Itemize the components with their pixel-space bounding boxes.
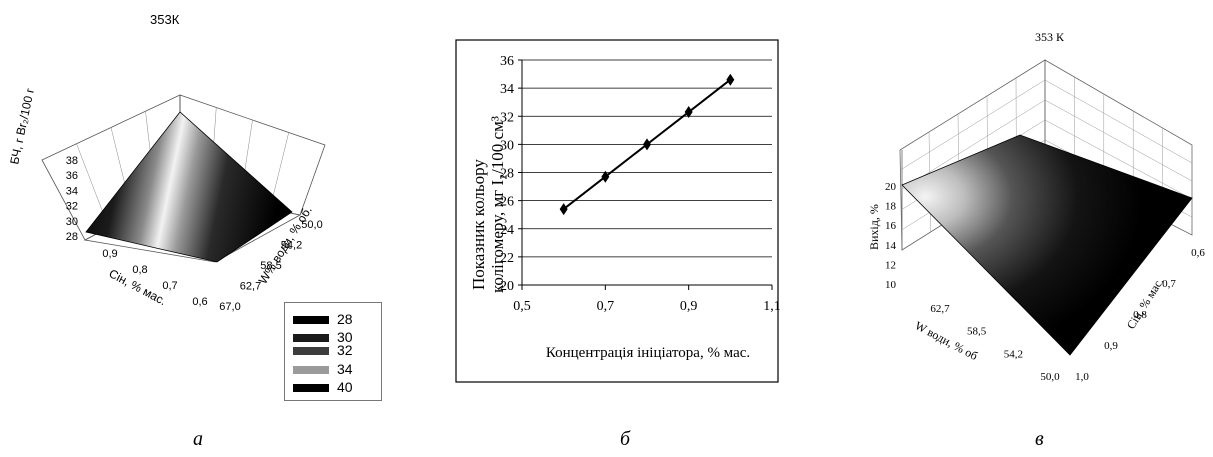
chart-a-legend-label: 30 xyxy=(337,329,353,345)
chart-c-y-label: Сін, % мас. xyxy=(1124,275,1167,332)
chart-c-x-tick-label: 54,2 xyxy=(1004,348,1023,360)
panel-b-caption: б xyxy=(620,428,631,450)
chart-a-z-tick-label: 36 xyxy=(66,170,78,182)
chart-a-legend: 28 30 32 34 40 xyxy=(284,302,382,401)
chart-a-legend-swatch xyxy=(293,334,329,342)
chart-a-z-label: БЧ, г Br₂/100 г xyxy=(7,86,37,165)
chart-a-legend-swatch xyxy=(293,366,329,374)
chart-a-z-tick-label: 28 xyxy=(66,231,78,243)
chart-c-y-tick-label: 0,6 xyxy=(1191,247,1205,259)
chart-a-z-tick-label: 38 xyxy=(66,155,78,167)
chart-b-y-tick-label: 26 xyxy=(500,195,514,210)
panel-c-caption: в xyxy=(1035,428,1044,450)
chart-c-grid-line xyxy=(1044,119,1193,200)
chart-a-surface xyxy=(85,111,293,263)
chart-c-x-axis: 62,7 58,5 54,2 50,0 xyxy=(930,303,1060,383)
chart-c-back-wall-right xyxy=(1044,59,1193,236)
chart-b-gridlines xyxy=(522,59,772,258)
chart-a-y-tick-label: 50,0 xyxy=(301,219,322,231)
chart-a-z-axis: 28 30 32 34 36 38 xyxy=(66,155,78,243)
chart-a-x-tick-label: 0,7 xyxy=(162,280,177,292)
chart-a-z-tick-label: 32 xyxy=(66,201,78,213)
chart-a-svg: 28 30 32 34 36 38 0,9 0,8 0,7 0,6 50,0 54,258,5 62… xyxy=(7,86,326,313)
chart-b-x-tick-label: 0,7 xyxy=(597,299,615,314)
chart-c-z-tick-label: 18 xyxy=(885,201,897,213)
chart-c-z-tick-label: 12 xyxy=(885,259,896,271)
chart-c-z-axis: 10 12 14 16 18 20 xyxy=(885,181,897,291)
chart-b-data-point xyxy=(726,73,735,86)
chart-c-surface xyxy=(901,134,1193,356)
chart-a-legend-swatch xyxy=(293,316,329,324)
chart-b-data-point xyxy=(643,138,651,151)
chart-c-grid-line xyxy=(1044,99,1193,182)
chart-a-x-axis: 0,9 0,8 0,7 0,6 xyxy=(102,248,207,308)
chart-c-title: 353 К xyxy=(1035,30,1065,44)
chart-b-y-tick-label: 20 xyxy=(500,279,514,294)
panel-b-line-chart: 20 22 24 26 28 30 32 34 36 0,5 0,7 0,9 1,1 Показник… xyxy=(400,0,810,457)
chart-c-z-label: Вихід, % xyxy=(867,204,881,250)
chart-b-x-tick-label: 1,1 xyxy=(763,299,781,314)
panel-a-surface-chart: 353К 28 30 32 34 36 38 0,9 0,8 0,7 0 xyxy=(0,0,400,457)
chart-b-svg: 20 22 24 26 28 30 32 34 36 0,5 0,7 0,9 1,1 Показник… xyxy=(455,39,781,383)
chart-c-y-tick-label: 0,8 xyxy=(1133,309,1147,321)
chart-a-x-tick-label: 0,6 xyxy=(192,296,207,308)
chart-c-grid-line xyxy=(1044,79,1193,164)
chart-a-legend-swatch xyxy=(293,384,329,392)
chart-c-y-axis: 1,0 0,9 0,8 0,7 0,6 xyxy=(1075,247,1205,383)
chart-b-series xyxy=(559,73,735,216)
chart-a-y-tick-label: 62,7 xyxy=(240,281,261,293)
chart-a-title: 353К xyxy=(150,12,180,27)
chart-a-legend-label: 28 xyxy=(337,311,353,327)
chart-b-data-point xyxy=(601,170,610,183)
chart-b-data-point xyxy=(559,203,568,216)
chart-b-x-tick-label: 0,9 xyxy=(680,299,698,314)
chart-c-svg: 10 12 14 16 18 20 62,7 58,5 54,2 50,0 1,0 0,9 0,8 0… xyxy=(867,59,1205,383)
chart-b-y-tick-label: 22 xyxy=(500,251,514,266)
chart-b-x-label: Концентрація ініціатора, % мас. xyxy=(546,345,750,361)
chart-a-legend-label: 40 xyxy=(337,379,353,395)
chart-c-x-tick-label: 50,0 xyxy=(1040,371,1060,383)
chart-a-y-tick-label: 54,2 xyxy=(281,240,302,252)
chart-b-y-tick-label: 32 xyxy=(500,110,514,125)
chart-a-y-axis: 50,0 54,258,5 62,767,0 xyxy=(219,219,322,313)
chart-a-legend-label: 32 xyxy=(337,342,353,358)
chart-b-y-label-line2: колігомеру, мг I₂/100 см³ xyxy=(488,116,507,293)
panel-c-surface-chart: 353 К 10 12 14 16 18 20 62,7 58,5 54,2 50,0 1,0 0… xyxy=(810,0,1213,457)
chart-b-y-tick-label: 28 xyxy=(500,167,514,182)
chart-c-y-tick-label: 0,7 xyxy=(1162,278,1176,290)
chart-a-z-tick-label: 34 xyxy=(66,185,78,197)
chart-b-data-point xyxy=(684,106,693,119)
chart-b-y-tick-label: 34 xyxy=(500,82,514,97)
chart-b-y-tick-label: 30 xyxy=(500,138,514,153)
panel-a-caption: а xyxy=(193,428,203,450)
chart-b-frame xyxy=(455,39,779,383)
chart-c-y-tick-label: 1,0 xyxy=(1075,371,1089,383)
chart-c-x-tick-label: 62,7 xyxy=(930,303,950,315)
chart-b-y-tick-label: 24 xyxy=(500,223,514,238)
chart-c-x-tick-label: 58,5 xyxy=(967,326,987,338)
chart-b-y-axis: 20 22 24 26 28 30 32 34 36 xyxy=(500,54,523,294)
chart-a-z-tick-label: 30 xyxy=(66,216,78,228)
chart-a-legend-label: 34 xyxy=(337,361,353,377)
chart-a-x-tick-label: 0,9 xyxy=(102,248,117,260)
chart-c-grid-line xyxy=(900,79,1046,171)
chart-c-z-tick-label: 14 xyxy=(885,240,897,252)
chart-a-y-tick-label: 58,5 xyxy=(260,260,281,272)
chart-c-z-tick-label: 10 xyxy=(885,279,897,291)
chart-c-z-tick-label: 16 xyxy=(885,220,897,232)
chart-b-y-label-line1: Показник кольору xyxy=(469,159,488,290)
chart-a-x-tick-label: 0,8 xyxy=(132,264,147,276)
chart-b-x-tick-label: 0,5 xyxy=(513,299,531,314)
chart-a-y-tick-label: 67,0 xyxy=(219,301,240,313)
chart-c-y-tick-label: 0,9 xyxy=(1104,340,1118,352)
chart-c-z-tick-label: 20 xyxy=(885,181,897,193)
chart-a-legend-swatch xyxy=(293,347,329,355)
chart-b-x-axis: 0,5 0,7 0,9 1,1 xyxy=(513,284,781,314)
chart-b-y-tick-label: 36 xyxy=(500,54,514,69)
